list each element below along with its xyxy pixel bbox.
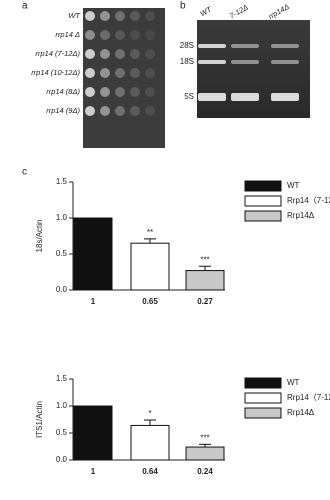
lane-label: WT (198, 4, 214, 18)
legend-label: Rrp14（7-12Δ） (287, 393, 330, 402)
significance: * (148, 409, 151, 418)
colony-spot (85, 68, 95, 78)
colony-spot (130, 68, 140, 78)
colony-spot (100, 106, 110, 116)
colony-spot (130, 30, 140, 40)
y-tick-label: 0.0 (56, 455, 68, 464)
colony-spot (100, 11, 110, 21)
colony-spot (115, 68, 125, 78)
lane-label: 7-12Δ (228, 3, 250, 21)
y-tick-label: 0.5 (56, 249, 68, 258)
significance: ** (147, 228, 153, 237)
legend-swatch (244, 180, 282, 192)
rna-band (271, 93, 299, 101)
y-tick-label: 0.5 (56, 428, 68, 437)
strain-label: rrp14 (10-12Δ) (31, 68, 80, 77)
colony-spot (100, 30, 110, 40)
significance: *** (200, 433, 209, 442)
legend-swatch (244, 195, 282, 207)
legend-swatch (244, 377, 282, 389)
x-tick-label: 1 (91, 297, 96, 306)
colony-spot (130, 49, 140, 59)
rna-band (198, 60, 226, 64)
colony-spot (145, 30, 155, 40)
lane-label: rrp14Δ (267, 2, 291, 21)
colony-spot (115, 87, 125, 97)
y-axis-label: ITS1/Actin (35, 401, 44, 438)
legend-swatch (244, 392, 282, 404)
colony-spot (115, 106, 125, 116)
band-label: 5S (184, 92, 194, 101)
colony-spot (130, 11, 140, 21)
rna-band (231, 93, 259, 101)
legend-label: WT (287, 378, 300, 387)
band-label: 18S (180, 57, 194, 66)
legend-label: Rrp14Δ (287, 408, 315, 417)
strain-label: rrp14 Δ (55, 30, 80, 39)
x-tick-label: 0.24 (197, 467, 213, 476)
legend-label: Rrp14Δ (287, 211, 315, 220)
colony-spot (85, 49, 95, 59)
significance: *** (200, 255, 209, 264)
panel-label: b (180, 1, 186, 12)
bar (130, 242, 170, 291)
panel-label: c (22, 167, 27, 178)
y-tick-label: 0.0 (56, 285, 68, 294)
bar (73, 217, 113, 291)
legend-swatch (244, 407, 282, 419)
rna-band (271, 44, 299, 48)
strain-label: rrp14 (7-12Δ) (35, 49, 80, 58)
colony-spot (100, 49, 110, 59)
y-tick-label: 1.5 (56, 177, 68, 186)
colony-spot (115, 30, 125, 40)
rna-band (231, 60, 259, 64)
y-tick-label: 1.5 (56, 374, 68, 383)
colony-spot (145, 11, 155, 21)
colony-spot (85, 106, 95, 116)
legend-swatch (244, 210, 282, 222)
panel-label: a (22, 1, 28, 12)
rna-band (231, 44, 259, 48)
bar (130, 424, 170, 461)
legend-label: WT (287, 181, 300, 190)
legend-label: Rrp14（7-12Δ） (287, 196, 330, 205)
colony-spot (85, 30, 95, 40)
colony-spot (85, 87, 95, 97)
x-tick-label: 1 (91, 467, 96, 476)
colony-spot (145, 87, 155, 97)
y-tick-label: 1.0 (56, 213, 68, 222)
rna-band (271, 60, 299, 64)
colony-spot (115, 11, 125, 21)
rna-band (198, 93, 226, 101)
colony-spot (145, 106, 155, 116)
y-tick-label: 1.0 (56, 401, 68, 410)
x-tick-label: 0.27 (197, 297, 213, 306)
bar (185, 270, 225, 291)
strain-label: rrp14 (8Δ) (46, 87, 80, 96)
colony-spot (85, 11, 95, 21)
gel-image (197, 20, 310, 118)
colony-spot (100, 87, 110, 97)
colony-spot (145, 49, 155, 59)
x-tick-label: 0.64 (142, 467, 158, 476)
x-tick-label: 0.65 (142, 297, 158, 306)
colony-spot (130, 87, 140, 97)
spot-plate (83, 8, 165, 148)
bar (73, 405, 113, 461)
colony-spot (130, 106, 140, 116)
y-axis-label: 18s/Actin (35, 220, 44, 253)
colony-spot (100, 68, 110, 78)
colony-spot (145, 68, 155, 78)
band-label: 28S (180, 41, 194, 50)
strain-label: rrp14 (9Δ) (46, 106, 80, 115)
bar (185, 446, 225, 461)
colony-spot (115, 49, 125, 59)
strain-label: WT (68, 11, 81, 20)
rna-band (198, 44, 226, 48)
